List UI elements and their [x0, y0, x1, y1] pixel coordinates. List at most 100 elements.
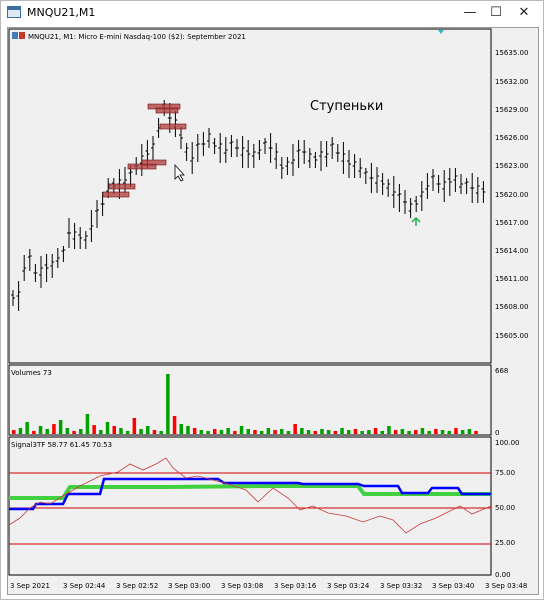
price-tick: 15629.00 [495, 106, 528, 114]
volume-bar [85, 414, 90, 434]
price-tick: 15611.00 [495, 275, 528, 283]
volume-zero-label: 0 [495, 429, 499, 437]
volume-panel [8, 364, 492, 436]
volume-bar [233, 431, 237, 434]
volume-bar [32, 431, 36, 434]
volume-bar [112, 426, 116, 434]
volume-bar [273, 430, 277, 434]
volume-bar [407, 431, 411, 434]
volume-bar [226, 428, 230, 434]
volume-bar [347, 430, 351, 434]
volume-label: Volumes 73 [11, 369, 52, 377]
volume-bar [52, 424, 56, 434]
volume-bar [393, 430, 398, 434]
volume-bar [300, 428, 304, 434]
signal-tick: 50.00 [495, 504, 515, 512]
price-tick: 15635.00 [495, 49, 528, 57]
volume-bar [333, 431, 338, 434]
volume-bar [306, 430, 311, 434]
volume-bar [65, 428, 70, 434]
price-tick: 15617.00 [495, 219, 528, 227]
price-tick: 15605.00 [495, 332, 528, 340]
price-bars [11, 100, 486, 311]
up-arrow-icon [411, 216, 421, 226]
volume-bar [340, 428, 344, 434]
volume-bar [159, 431, 163, 434]
volume-bar [373, 428, 378, 434]
signal-tick: 100.00 [495, 439, 520, 447]
scroll-marker-icon[interactable] [438, 30, 444, 34]
price-zone [159, 123, 187, 130]
volume-bar [25, 422, 29, 434]
maximize-button[interactable]: ☐ [490, 5, 502, 20]
volume-bar [313, 431, 317, 434]
volume-bar [286, 431, 291, 434]
chart-area[interactable]: MNQU21, M1: Micro E-mini Nasdaq-100 ($2)… [7, 27, 539, 595]
volume-bar [474, 431, 478, 434]
price-zone [141, 159, 167, 166]
volume-bar [45, 429, 49, 434]
volume-max-label: 668 [495, 367, 508, 375]
volume-bar [206, 431, 210, 434]
volume-bar [58, 420, 63, 434]
volume-bar [105, 422, 110, 434]
volume-bar [400, 429, 405, 434]
signal-panel [8, 436, 492, 576]
volume-bar [414, 430, 418, 434]
signal-lines [8, 457, 492, 545]
minimize-button[interactable]: — [463, 5, 477, 20]
price-tick: 15626.00 [495, 134, 528, 142]
volume-bar [454, 428, 458, 434]
signal-label: Signal3TF 58.77 61.45 70.53 [11, 441, 112, 449]
volume-bar [326, 430, 331, 434]
chart-header-icon [19, 32, 25, 39]
volume-bar [166, 374, 170, 434]
volume-bar [18, 428, 23, 434]
time-tick: 3 Sep 02:52 [116, 582, 158, 590]
price-panel [8, 28, 492, 364]
volume-bar [72, 431, 76, 434]
chart-header: MNQU21, M1: Micro E-mini Nasdaq-100 ($2)… [28, 33, 246, 41]
chart-canvas[interactable]: MNQU21, M1: Micro E-mini Nasdaq-100 ($2)… [8, 28, 538, 594]
volume-bar [99, 430, 103, 434]
volume-bar [253, 430, 257, 434]
volume-bar [280, 429, 284, 434]
time-tick: 3 Sep 03:32 [380, 582, 422, 590]
volume-bar [420, 428, 425, 434]
volume-bar [125, 431, 130, 434]
volume-bar [239, 426, 244, 434]
chart-window-icon [7, 6, 21, 18]
volume-bar [38, 426, 43, 434]
time-tick: 3 Sep 03:08 [221, 582, 263, 590]
volume-bar [146, 426, 150, 434]
price-zone [108, 183, 136, 190]
volume-bar [119, 428, 123, 434]
price-tick: 15614.00 [495, 247, 528, 255]
price-tick: 15620.00 [495, 191, 528, 199]
volume-bar [266, 428, 271, 434]
time-tick: 3 Sep 03:16 [274, 582, 317, 590]
volume-bar [92, 425, 96, 434]
price-tick: 15623.00 [495, 162, 528, 170]
volume-bar [434, 429, 438, 434]
price-zones [102, 103, 187, 198]
volume-bar [79, 429, 83, 434]
price-tick: 15608.00 [495, 303, 528, 311]
volume-bar [320, 429, 324, 434]
time-tick: 3 Sep 03:00 [168, 582, 210, 590]
volume-bar [440, 430, 445, 434]
volume-bar [186, 426, 190, 434]
volume-bar [427, 431, 431, 434]
volume-bar [132, 418, 137, 434]
time-tick: 3 Sep 02:44 [63, 582, 106, 590]
volume-bar [219, 430, 224, 434]
title-bar: MNQU21,M1 — ☐ ✕ [1, 1, 543, 25]
volume-bar [246, 429, 250, 434]
close-button[interactable]: ✕ [518, 5, 530, 20]
signal-tick: 0.00 [495, 571, 511, 579]
volume-bar [259, 431, 264, 434]
chart-annotation[interactable]: Ступеньки [310, 99, 383, 114]
volume-bar [213, 429, 217, 434]
volume-bar [192, 428, 197, 434]
